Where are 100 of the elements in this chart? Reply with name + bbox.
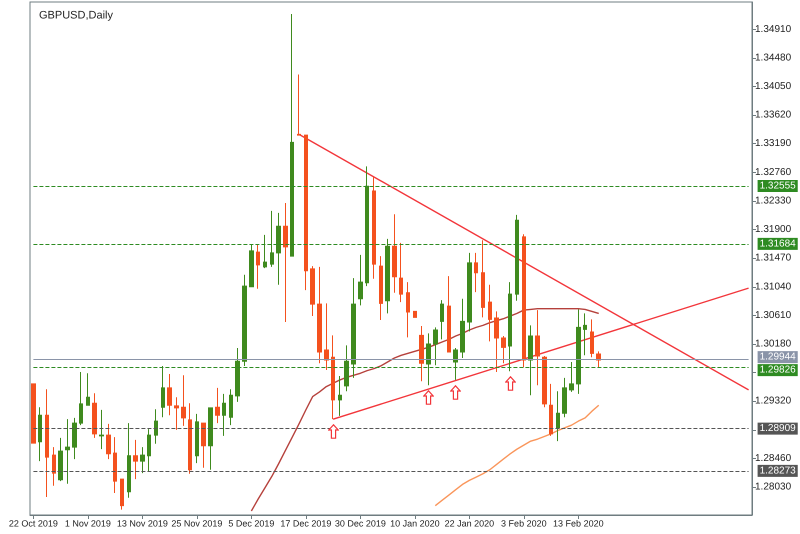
candlestick: [562, 377, 567, 418]
candlestick: [535, 310, 540, 386]
candlestick: [419, 326, 424, 382]
candlestick: [58, 437, 63, 482]
candlestick: [242, 274, 247, 366]
candlestick: [310, 266, 315, 317]
candlestick: [515, 214, 519, 302]
candlestick: [590, 318, 594, 358]
candlestick: [324, 302, 329, 370]
candlestick: [113, 436, 117, 494]
ref-line-label: 1.28909: [760, 423, 796, 434]
candlestick: [583, 312, 587, 356]
candlestick: [86, 372, 90, 406]
candlestick: [440, 300, 444, 340]
ref-line-label: 1.32555: [760, 180, 796, 192]
y-tick-label: 1.29320: [755, 396, 792, 407]
candlestick: [481, 240, 485, 318]
candlestick: [569, 361, 574, 392]
candlestick: [392, 214, 397, 294]
x-tick-label: 10 Jan 2020: [390, 518, 440, 528]
candlestick: [372, 176, 376, 280]
candlestick: [92, 392, 97, 438]
ref-line-label: 1.31684: [760, 238, 796, 250]
candlestick: [208, 407, 213, 470]
candlestick: [494, 310, 499, 372]
candlestick: [501, 336, 506, 364]
candlestick: [222, 393, 226, 436]
candlestick: [576, 308, 581, 394]
candlestick: [174, 396, 179, 430]
candlestick: [488, 284, 492, 342]
candlestick: [235, 347, 240, 402]
candlestick: [433, 326, 438, 366]
candlestick: [447, 276, 451, 352]
candlestick: [283, 202, 288, 323]
candlestick: [79, 371, 83, 426]
x-tick-label: 22 Jan 2020: [444, 518, 494, 528]
ref-line-label: 1.29826: [760, 364, 796, 376]
candlestick: [229, 388, 233, 426]
x-tick-label: 5 Dec 2019: [228, 518, 274, 528]
candlestick: [338, 375, 342, 416]
candlestick: [365, 166, 369, 287]
x-tick-label: 13 Feb 2020: [553, 518, 604, 528]
candlestick: [38, 406, 42, 462]
y-tick-label: 1.34480: [755, 52, 792, 64]
candlestick: [195, 413, 199, 464]
candlestick: [426, 332, 431, 386]
candlestick: [45, 388, 49, 498]
x-tick-label: 1 Nov 2019: [64, 518, 111, 528]
candlestick: [290, 13, 294, 257]
candlestick: [406, 282, 410, 338]
candlestick: [161, 365, 165, 418]
candlestick: [474, 252, 478, 293]
y-tick-label: 1.32760: [755, 166, 792, 178]
ref-line-label: 1.29944: [760, 352, 796, 363]
y-tick-label: 1.28460: [755, 452, 792, 464]
candlestick: [399, 242, 403, 303]
y-tick-label: 1.34910: [755, 24, 792, 35]
x-tick-label: 13 Nov 2019: [116, 518, 168, 528]
y-tick-label: 1.33620: [755, 110, 792, 121]
x-tick-label: 17 Dec 2019: [280, 518, 332, 528]
candlestick: [65, 418, 70, 484]
candlestick: [385, 238, 390, 314]
candlestick: [276, 212, 281, 286]
y-tick-label: 1.32330: [755, 195, 792, 206]
candlestick: [331, 334, 335, 420]
candlestick: [317, 266, 322, 364]
candlestick: [351, 278, 356, 378]
candlestick: [256, 244, 260, 290]
candlestick: [297, 74, 301, 136]
candlestick: [106, 423, 111, 460]
candlestick: [249, 244, 254, 288]
candlestick: [528, 324, 533, 396]
candlestick: [72, 417, 77, 460]
candlestick: [167, 373, 172, 416]
candlestick: [542, 355, 547, 408]
y-tick-label: 1.31900: [755, 224, 792, 236]
candlestick: [120, 478, 124, 510]
candlestick: [270, 210, 274, 268]
line-series: [434, 404, 600, 506]
candlestick: [549, 383, 553, 436]
candlestick: [358, 254, 363, 306]
ref-line-label: 1.28273: [760, 465, 796, 476]
candlestick: [413, 310, 417, 318]
candlestick: [508, 282, 512, 372]
candlestick: [522, 234, 526, 368]
candlestick: [52, 446, 56, 486]
candlestick: [188, 402, 192, 474]
candlestick: [344, 344, 349, 392]
candlestick: [453, 347, 458, 380]
candlestick: [467, 252, 472, 332]
y-tick-label: 1.34050: [755, 81, 792, 92]
y-tick-label: 1.33190: [755, 138, 792, 150]
candlestick: [263, 234, 267, 269]
candlestick: [140, 446, 145, 474]
candlestick: [304, 134, 308, 291]
candlestick: [556, 390, 560, 442]
x-tick-label: 3 Feb 2020: [501, 518, 547, 528]
y-tick-label: 1.31470: [755, 252, 792, 264]
candlestick: [154, 408, 158, 444]
candlestick: [201, 422, 206, 468]
